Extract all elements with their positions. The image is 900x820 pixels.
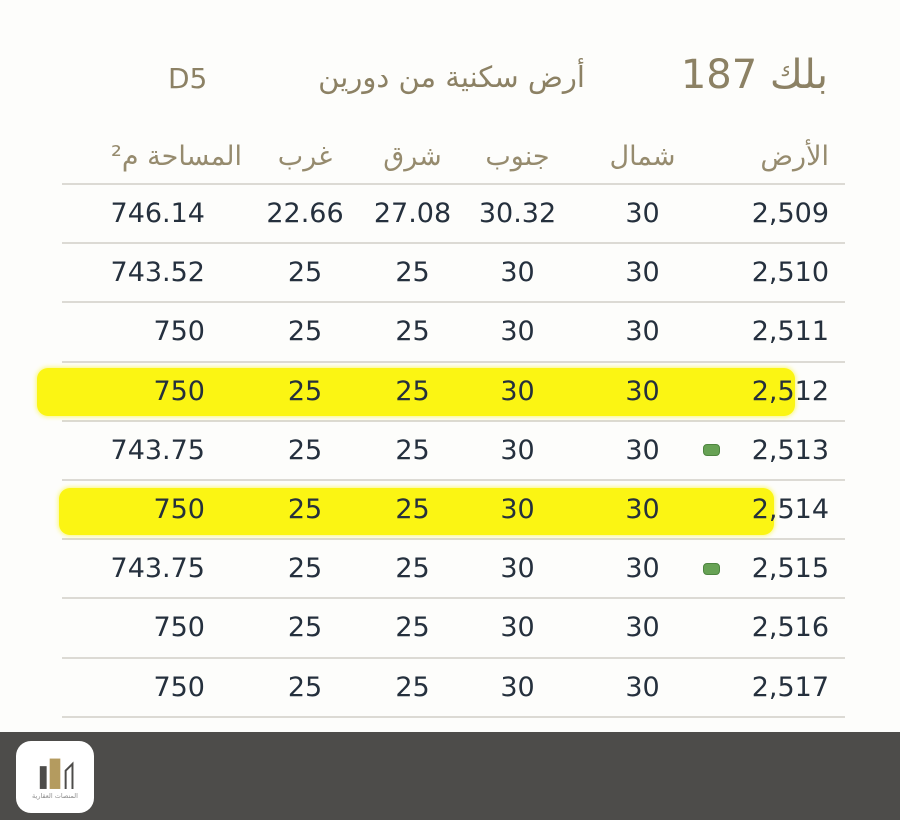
table-row: 2,509 30 30.32 27.08 22.66 746.14 [62, 185, 845, 245]
col-header-area: المساحة م² [111, 141, 242, 172]
cell-west: 25 [287, 612, 323, 644]
col-header-east: شرق [383, 141, 442, 172]
table-row: 2,511 30 30 25 25 750 [62, 303, 845, 363]
cell-east: 27.08 [373, 198, 452, 230]
cell-south: 30 [500, 494, 535, 526]
col-header-north: شمال [609, 141, 676, 172]
cell-land: 2,512 [751, 375, 829, 407]
cell-south: 30 [500, 671, 535, 703]
cell-east: 25 [395, 494, 430, 526]
block-title: بلك 187 [680, 52, 829, 98]
cell-area: 750 [153, 375, 205, 407]
logo-wordmark: المنصات العقارية [32, 792, 78, 801]
cell-area: 743.52 [110, 257, 205, 289]
cell-west: 25 [287, 434, 323, 466]
cell-west: 25 [287, 257, 323, 289]
cell-south: 30 [500, 612, 535, 644]
col-header-land: الأرض [760, 141, 829, 172]
cell-east: 25 [395, 671, 430, 703]
cell-south: 30 [500, 316, 535, 348]
cell-south: 30 [500, 257, 535, 289]
cell-south: 30 [500, 553, 535, 585]
cell-west: 25 [287, 553, 323, 585]
cell-east: 25 [395, 257, 430, 289]
cell-area: 750 [153, 671, 205, 703]
cell-area: 750 [153, 494, 205, 526]
cell-north: 30 [625, 198, 660, 230]
land-table: الأرض شمال جنوب شرق غرب المساحة م² 2,509… [37, 130, 845, 718]
col-header-south: جنوب [485, 141, 550, 172]
green-dot-marker [703, 562, 720, 575]
table-row: 2,516 30 30 25 25 750 [62, 599, 845, 659]
cell-land: 2,517 [751, 671, 829, 703]
cell-west: 25 [287, 671, 323, 703]
land-type-subtitle: أرض سكنية من دورين [318, 60, 585, 94]
cell-area: 750 [153, 612, 205, 644]
cell-east: 25 [395, 612, 430, 644]
zone-code: D5 [168, 62, 208, 95]
cell-land: 2,516 [751, 612, 829, 644]
cell-south: 30.32 [478, 198, 557, 230]
cell-west: 25 [287, 494, 323, 526]
cell-north: 30 [625, 257, 660, 289]
highlight-marker [59, 487, 774, 536]
cell-east: 25 [395, 316, 430, 348]
table-row: 2,513 30 30 25 25 743.75 [62, 422, 845, 481]
cell-south: 30 [500, 375, 535, 407]
table-row-highlighted: 2,512 30 30 25 25 750 [37, 363, 845, 422]
highlight-marker [37, 367, 795, 416]
cell-land: 2,515 [751, 553, 829, 585]
table-row: 2,517 30 30 25 25 750 [62, 659, 845, 718]
cell-east: 25 [395, 375, 430, 407]
cell-east: 25 [395, 553, 430, 585]
cell-north: 30 [625, 553, 660, 585]
cell-land: 2,514 [751, 494, 829, 526]
cell-area: 746.14 [110, 198, 205, 230]
green-dot-marker [703, 444, 720, 457]
cell-west: 25 [287, 316, 323, 348]
cell-land: 2,510 [751, 257, 829, 289]
cell-north: 30 [625, 316, 660, 348]
cell-area: 750 [153, 316, 205, 348]
cell-east: 25 [395, 434, 430, 466]
cell-north: 30 [625, 375, 660, 407]
cell-north: 30 [625, 494, 660, 526]
cell-area: 743.75 [110, 434, 205, 466]
cell-north: 30 [625, 612, 660, 644]
cell-area: 743.75 [110, 553, 205, 585]
cell-north: 30 [625, 671, 660, 703]
company-logo: المنصات العقارية [16, 741, 94, 813]
table-header-row: الأرض شمال جنوب شرق غرب المساحة م² [62, 130, 845, 185]
table-row: 2,510 30 30 25 25 743.52 [62, 244, 845, 304]
cell-west: 25 [287, 375, 323, 407]
col-header-west: غرب [277, 141, 333, 172]
buildings-icon [39, 758, 74, 790]
cell-land: 2,509 [751, 198, 829, 230]
cell-north: 30 [625, 434, 660, 466]
table-row: 2,515 30 30 25 25 743.75 [62, 540, 845, 600]
cell-land: 2,513 [751, 434, 829, 466]
cell-west: 22.66 [266, 198, 344, 230]
cell-south: 30 [500, 434, 535, 466]
footer-band: المنصات العقارية [0, 732, 900, 820]
cell-land: 2,511 [751, 316, 829, 348]
table-row-highlighted: 2,514 30 30 25 25 750 [59, 481, 845, 541]
